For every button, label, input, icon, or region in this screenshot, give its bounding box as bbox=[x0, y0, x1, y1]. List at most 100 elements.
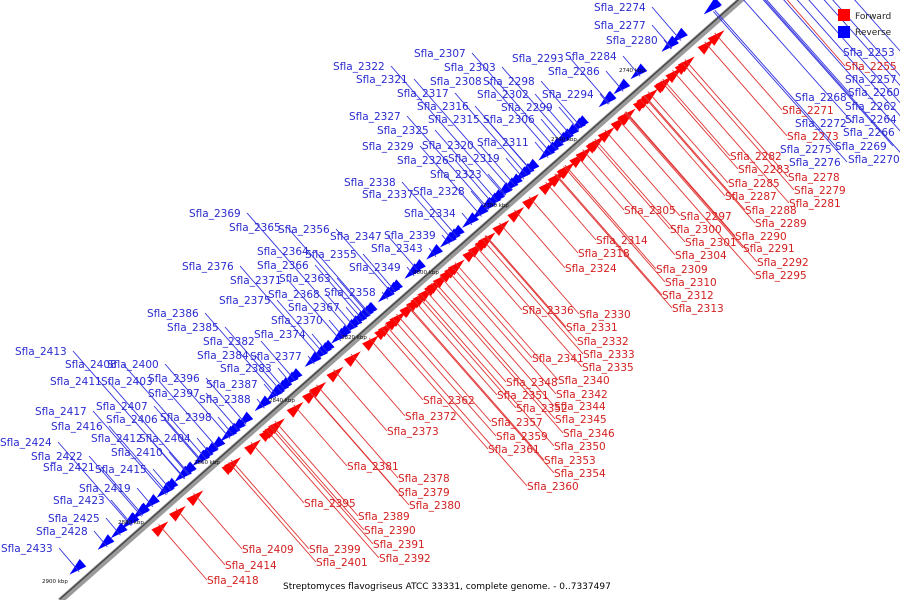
gene-label: Sfla_2412 bbox=[91, 433, 143, 445]
gene-label: Sfla_2399 bbox=[309, 544, 361, 556]
gene-label: Sfla_2362 bbox=[423, 395, 475, 407]
leader-line bbox=[484, 235, 578, 342]
gene-label: Sfla_2329 bbox=[362, 141, 414, 153]
gene-arrow bbox=[610, 115, 628, 132]
gene-label: Sfla_2374 bbox=[254, 329, 306, 341]
leader-line bbox=[624, 111, 758, 263]
leader-line bbox=[651, 24, 673, 49]
leader-line bbox=[276, 299, 326, 356]
gene-label: Sfla_2314 bbox=[596, 235, 648, 247]
leader-line bbox=[205, 392, 240, 432]
leader-line bbox=[505, 157, 525, 180]
leader-line bbox=[499, 222, 580, 315]
gene-label: Sfla_2403 bbox=[101, 376, 153, 388]
gene-label: Sfla_2315 bbox=[428, 114, 480, 126]
gene-label: Sfla_2417 bbox=[35, 406, 87, 418]
gene-label: Sfla_2272 bbox=[795, 118, 847, 130]
gene-arrow bbox=[244, 439, 261, 456]
leader-line bbox=[469, 249, 523, 311]
gene-label: Sfla_2289 bbox=[755, 218, 807, 230]
gene-label: Sfla_2295 bbox=[755, 270, 807, 282]
leader-line bbox=[554, 174, 673, 309]
gene-label: Sfla_2395 bbox=[304, 498, 356, 510]
gene-label: Sfla_2293 bbox=[512, 53, 564, 65]
leader-line bbox=[260, 340, 296, 382]
gene-label: Sfla_2328 bbox=[413, 186, 465, 198]
gene-label: Sfla_2414 bbox=[225, 560, 277, 572]
leader-line bbox=[514, 209, 566, 269]
gene-label: Sfla_2319 bbox=[448, 153, 500, 165]
gene-arrow bbox=[522, 193, 539, 210]
gene-label: Sfla_2411 bbox=[50, 376, 102, 388]
leader-line bbox=[762, 0, 894, 147]
gene-label: Sfla_2373 bbox=[387, 426, 439, 438]
leader-line bbox=[651, 6, 682, 41]
gene-label: Sfla_2396 bbox=[148, 373, 200, 385]
gene-label: Sfla_2306 bbox=[483, 114, 535, 126]
gene-arrow bbox=[507, 206, 525, 223]
leader-line bbox=[713, 11, 848, 163]
leader-line bbox=[72, 350, 186, 479]
gene-label: Sfla_2311 bbox=[477, 137, 529, 149]
gene-label: Sfla_2340 bbox=[558, 375, 610, 387]
gene-label: Sfla_2288 bbox=[745, 205, 797, 217]
leader-line bbox=[265, 429, 380, 559]
gene-arrow bbox=[266, 385, 283, 402]
leader-line bbox=[622, 55, 641, 77]
scale-label: 2760 kbp bbox=[551, 137, 577, 143]
leader-line bbox=[205, 377, 247, 425]
leader-line bbox=[158, 524, 208, 581]
leader-line bbox=[481, 238, 584, 355]
leader-line bbox=[624, 112, 744, 249]
gene-label: Sfla_2360 bbox=[527, 481, 579, 493]
legend-swatch-reverse bbox=[838, 26, 850, 38]
legend-label-forward: Forward bbox=[855, 12, 891, 22]
legend-swatch-forward bbox=[838, 9, 850, 21]
gene-label: Sfla_2372 bbox=[405, 411, 457, 423]
gene-label: Sfla_2353 bbox=[544, 455, 596, 467]
leader-line bbox=[786, 0, 846, 67]
gene-arrow bbox=[426, 243, 444, 260]
gene-arrow bbox=[630, 63, 648, 80]
gene-label: Sfla_2369 bbox=[189, 208, 241, 220]
gene-arrow bbox=[538, 179, 556, 195]
gene-label: Sfla_2367 bbox=[288, 302, 340, 314]
leader-line bbox=[428, 247, 437, 257]
leader-line bbox=[136, 487, 154, 508]
gene-label: Sfla_2300 bbox=[670, 224, 722, 236]
gene-label: Sfla_2358 bbox=[324, 287, 376, 299]
leader-line bbox=[764, 0, 900, 153]
gene-label: Sfla_2298 bbox=[483, 76, 535, 88]
leader-line bbox=[643, 94, 746, 211]
leader-line bbox=[417, 295, 517, 409]
legend: Forward Reverse bbox=[838, 9, 892, 38]
gene-label: Sfla_2292 bbox=[757, 257, 809, 269]
leader-line bbox=[122, 363, 207, 460]
gene-label: Sfla_2332 bbox=[577, 336, 629, 348]
gene-label: Sfla_2350 bbox=[554, 441, 606, 453]
leader-line bbox=[534, 93, 573, 137]
gene-label: Sfla_2307 bbox=[414, 48, 466, 60]
gene-label: Sfla_2331 bbox=[566, 322, 618, 334]
gene-arrow bbox=[439, 231, 457, 248]
gene-label: Sfla_2336 bbox=[522, 305, 574, 317]
leader-line bbox=[345, 306, 361, 324]
gene-arrow bbox=[97, 534, 115, 550]
scale-label: 2800 kbp bbox=[413, 270, 439, 276]
gene-label: Sfla_2391 bbox=[373, 539, 425, 551]
leader-line bbox=[555, 173, 663, 296]
leader-line bbox=[336, 277, 370, 316]
leader-line bbox=[271, 424, 365, 531]
leader-line bbox=[501, 66, 568, 142]
gene-label: Sfla_2415 bbox=[95, 464, 147, 476]
gene-label: Sfla_2408 bbox=[65, 359, 117, 371]
gene-label: Sfla_2324 bbox=[565, 263, 617, 275]
leader-line bbox=[681, 61, 795, 191]
leader-line bbox=[647, 91, 729, 184]
leader-line bbox=[105, 517, 121, 536]
gene-label: Sfla_2301 bbox=[685, 237, 737, 249]
gene-label: Sfla_2413 bbox=[15, 346, 67, 358]
gene-label: Sfla_2343 bbox=[371, 243, 423, 255]
leader-line bbox=[605, 70, 624, 92]
